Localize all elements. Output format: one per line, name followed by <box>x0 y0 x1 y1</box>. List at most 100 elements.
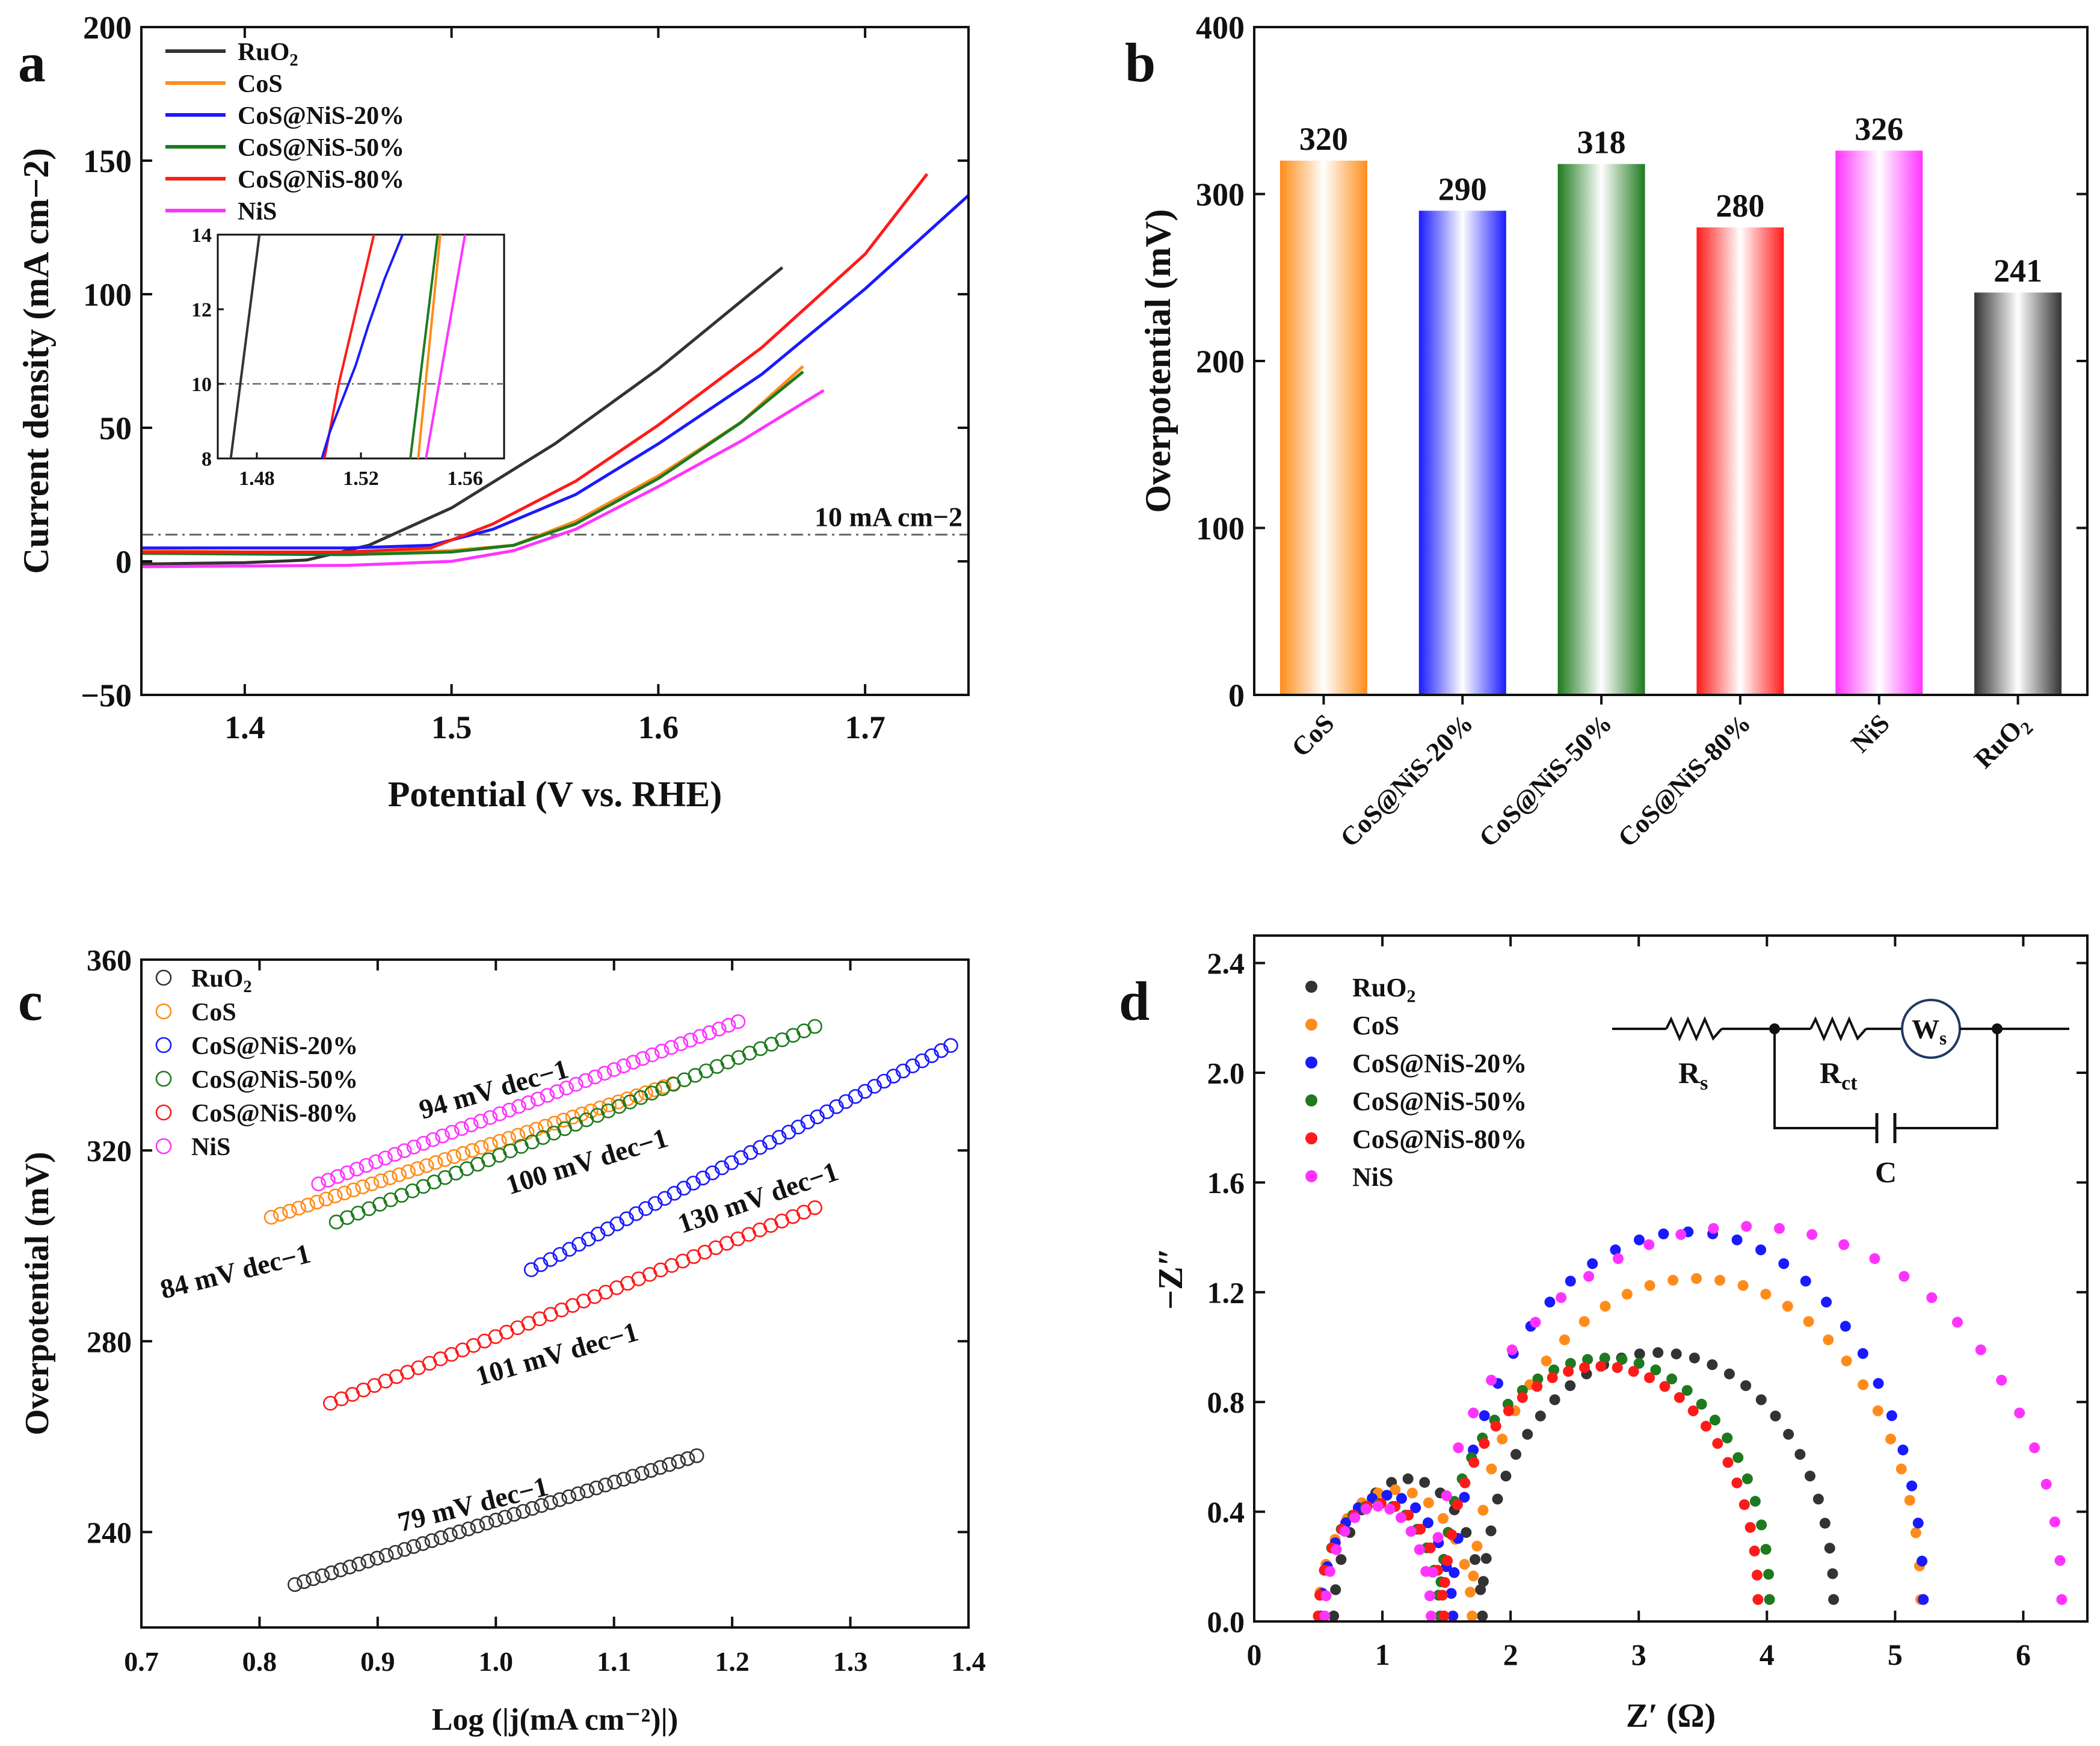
panel-d-point-CoS@NiS-80% <box>1503 1405 1514 1416</box>
panel-d-point-NiS <box>1741 1221 1752 1232</box>
panel-c-point-CoS <box>419 1158 434 1173</box>
panel-d-point-RuO2 <box>1828 1594 1840 1605</box>
panel-c-point-NiS <box>626 1055 641 1070</box>
panel-d-point-CoS@NiS-50% <box>1741 1473 1753 1484</box>
panel-d-xtick-label: 5 <box>1888 1638 1903 1671</box>
panel-d-point-RuO2 <box>1804 1470 1815 1482</box>
panel-d-point-RuO2 <box>1723 1368 1735 1380</box>
panel-d-point-CoS <box>1841 1356 1852 1367</box>
panel-d-point-CoS@NiS-80% <box>1752 1594 1764 1605</box>
panel-d-point-CoS@NiS-20% <box>1447 1610 1459 1621</box>
panel-a-inset-series-CoS@NiS-80% <box>323 383 340 458</box>
panel-c-xtick-label: 1.0 <box>479 1646 514 1677</box>
panel-d-point-CoS@NiS-50% <box>1760 1544 1772 1555</box>
panel-d-point-CoS@NiS-20% <box>1658 1228 1669 1239</box>
panel-d-point-CoS@NiS-80% <box>1628 1366 1639 1377</box>
panel-c-point-NiS <box>721 1017 736 1033</box>
panel-a-xtick-label: 1.7 <box>845 709 885 745</box>
panel-c-ytick-label: 240 <box>87 1516 132 1549</box>
panel-c-point-NiS <box>635 1051 650 1066</box>
panel-d-point-CoS <box>1468 1570 1479 1582</box>
panel-c-legend-label-0: RuO2 <box>191 965 252 996</box>
panel-d-point-RuO2 <box>1634 1348 1645 1360</box>
panel-c-point-CoS <box>565 1109 580 1124</box>
panel-a-inset-series-CoS@NiS-20% <box>321 235 404 458</box>
panel-c-point-RuO2 <box>306 1571 321 1587</box>
panel-d-point-NiS <box>1426 1610 1437 1621</box>
panel-d-point-RuO2 <box>1485 1525 1497 1537</box>
panel-d-point-RuO2 <box>1812 1493 1824 1505</box>
panel-d-point-CoS@NiS-80% <box>1459 1477 1471 1488</box>
panel-d-legend-swatch-5 <box>1305 1170 1317 1182</box>
panel-c-legend: RuO2 CoS CoS@NiS-20% CoS@NiS-50% CoS@NiS-80%… <box>155 965 358 1161</box>
panel-d-point-NiS <box>1320 1590 1332 1602</box>
panel-a-legend-label-0: RuO2 <box>238 39 298 70</box>
panel-a-inset-series-NiS <box>425 235 467 458</box>
panel-label-c: c <box>18 970 43 1032</box>
panel-d-point-CoS@NiS-20% <box>1610 1244 1621 1256</box>
panel-label-a: a <box>18 32 46 93</box>
panel-b-bar-1 <box>1418 211 1506 695</box>
panel-c-point-CoS <box>647 1082 662 1097</box>
panel-d-point-CoS <box>1644 1280 1655 1291</box>
panel-c-point-NiS <box>349 1161 365 1177</box>
panel-d-point-CoS@NiS-20% <box>1449 1567 1460 1578</box>
panel-d-point-CoS <box>1803 1316 1814 1327</box>
panel-c-point-NiS <box>673 1036 689 1052</box>
panel-c-point-RuO2 <box>461 1521 476 1537</box>
panel-d-point-CoS <box>1760 1289 1772 1300</box>
panel-c-point-RuO2 <box>570 1486 586 1502</box>
panel-b-bar-2 <box>1557 164 1645 695</box>
panel-d-point-RuO2 <box>1549 1394 1560 1405</box>
panel-d-point-CoS@NiS-80% <box>1674 1392 1685 1403</box>
panel-c-point-RuO2 <box>433 1530 449 1546</box>
panel-b-ytick-label: 0 <box>1228 677 1245 714</box>
panel-c-legend-swatch-2 <box>155 1037 172 1053</box>
panel-d-point-NiS <box>1384 1504 1396 1515</box>
panel-c-point-NiS <box>473 1114 488 1129</box>
panel-a-inset-ytick-label: 12 <box>191 299 212 321</box>
panel-d-point-CoS@NiS-50% <box>1764 1594 1775 1605</box>
panel-d-point-CoS@NiS-80% <box>1516 1392 1528 1403</box>
panel-c-point-RuO2 <box>342 1559 357 1575</box>
panel-d-point-CoS@NiS-80% <box>1468 1457 1480 1468</box>
panel-label-d: d <box>1119 970 1150 1032</box>
panel-c-point-NiS <box>530 1091 546 1107</box>
panel-d-point-CoS@NiS-20% <box>1912 1517 1924 1529</box>
panel-d-point-CoS <box>1910 1527 1921 1538</box>
panel-d-point-CoS@NiS-50% <box>1633 1358 1645 1369</box>
panel-c-point-RuO2 <box>634 1466 650 1481</box>
panel-c-point-CoS <box>401 1164 416 1179</box>
panel-d-point-NiS <box>1556 1292 1567 1303</box>
panel-b-bar-3 <box>1696 227 1784 695</box>
panel-d-point-CoS <box>1423 1497 1434 1508</box>
panel-d-point-RuO2 <box>1794 1449 1806 1460</box>
panel-d-point-CoS@NiS-80% <box>1442 1555 1453 1567</box>
panel-d-point-NiS <box>2014 1407 2025 1419</box>
panel-d-point-CoS@NiS-80% <box>1712 1438 1723 1449</box>
panel-d-point-CoS <box>1691 1273 1702 1284</box>
panel-a: a 10 mA cm−2 1.4 1.5 1.6 1.7 −50 0 50 100 150 200… <box>16 10 970 814</box>
panel-a-inset-xtick-label: 1.48 <box>239 467 275 490</box>
panel-d-point-RuO2 <box>1480 1553 1492 1564</box>
panel-c-point-NiS <box>711 1022 727 1037</box>
panel-d-point-CoS@NiS-80% <box>1415 1523 1426 1535</box>
panel-b-value-label: 241 <box>1994 253 2042 289</box>
panel-d-point-NiS <box>1951 1316 1963 1328</box>
panel-c-legend-swatch-4 <box>155 1104 172 1121</box>
panel-c-point-RuO2 <box>579 1483 595 1499</box>
panel-c-point-CoS <box>528 1121 544 1137</box>
panel-c-point-NiS <box>445 1124 460 1140</box>
panel-c-xtick-label: 1.4 <box>951 1646 986 1677</box>
panel-c-point-RuO2 <box>543 1495 558 1510</box>
panel-d-point-CoS@NiS-20% <box>1906 1480 1918 1492</box>
panel-d-point-RuO2 <box>1689 1353 1700 1364</box>
panel-d-legend-label-0: RuO2 <box>1352 973 1415 1007</box>
panel-d-point-RuO2 <box>1477 1610 1488 1621</box>
panel-c-point-CoS <box>282 1203 297 1219</box>
panel-c-point-NiS <box>511 1099 526 1114</box>
panel-c-point-CoS <box>446 1149 461 1164</box>
